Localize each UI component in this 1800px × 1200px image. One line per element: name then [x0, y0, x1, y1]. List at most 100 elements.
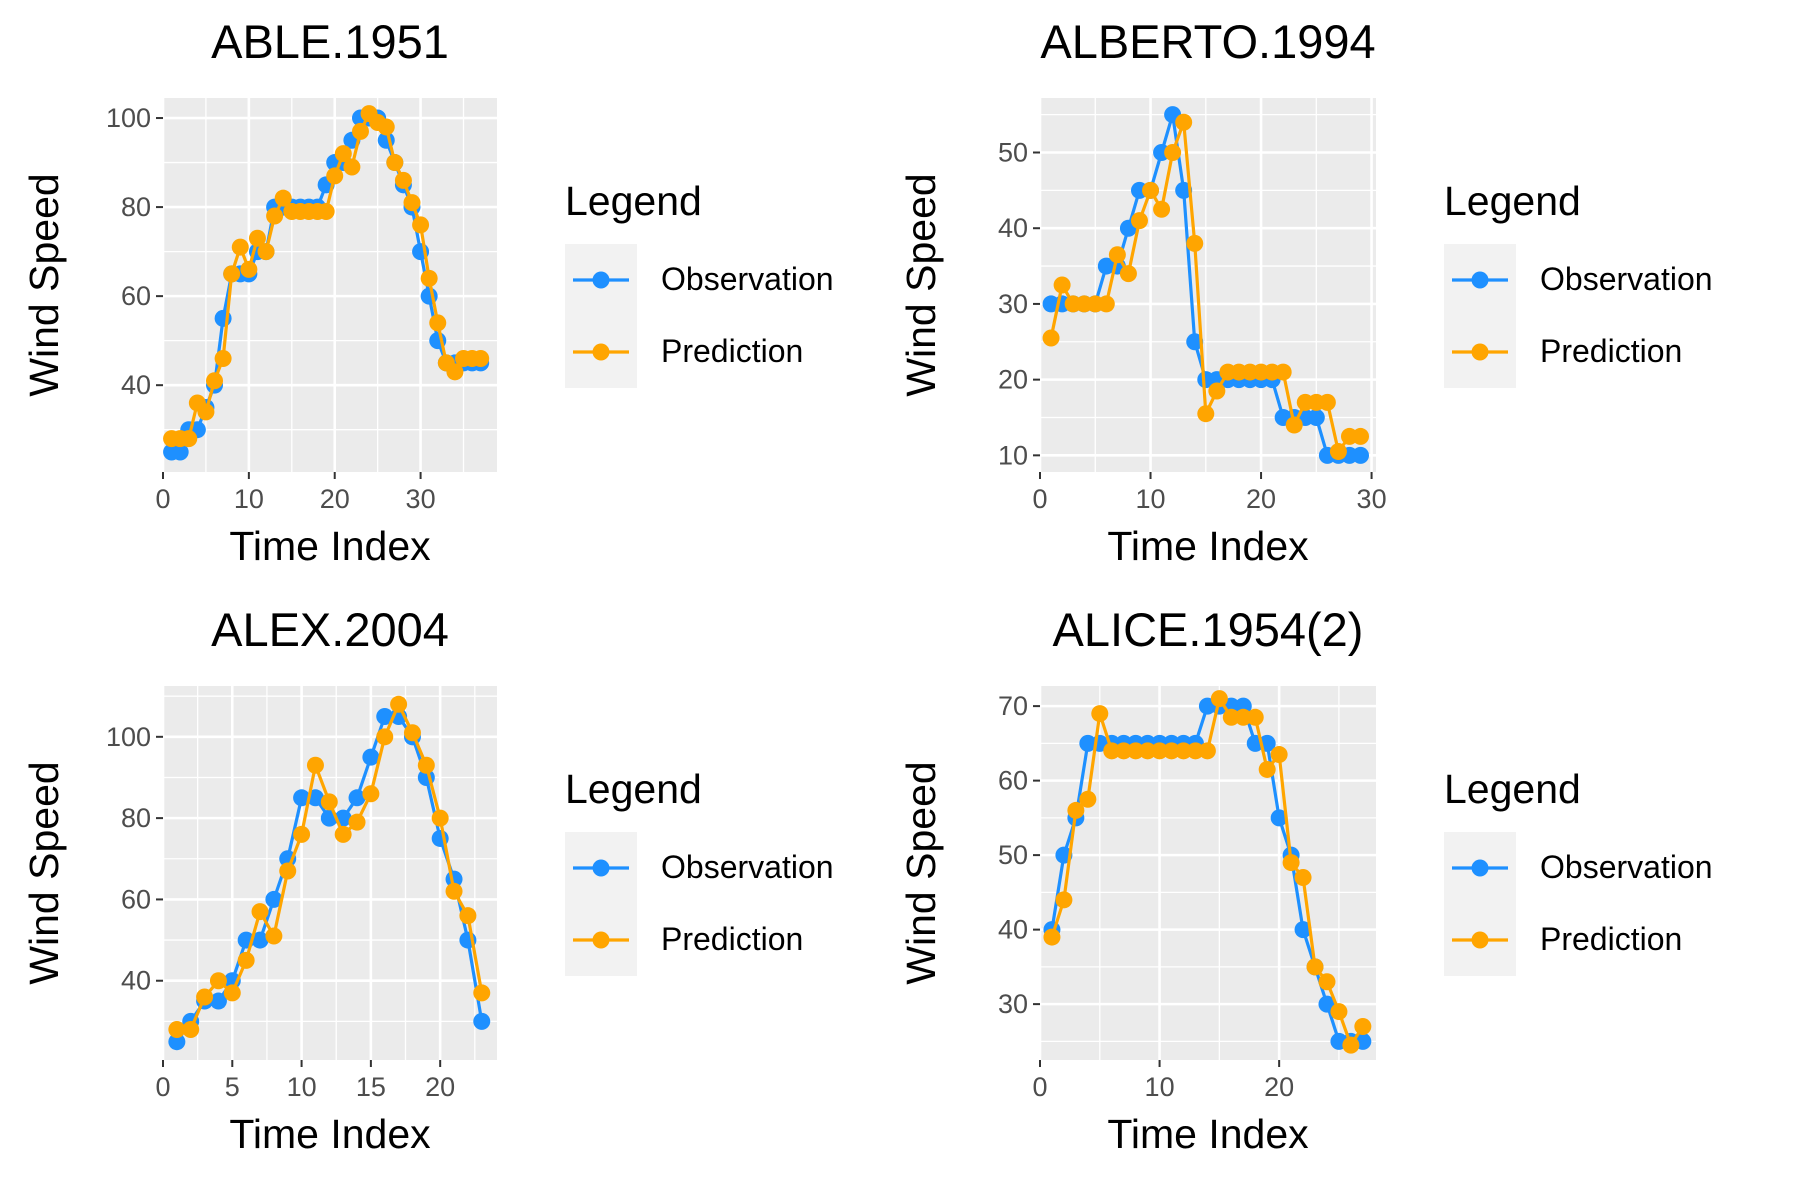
data-point-prediction [206, 372, 224, 390]
legend-title: Legend [1444, 178, 1581, 224]
data-point-prediction [1055, 891, 1073, 909]
data-point-prediction [1274, 363, 1292, 381]
x-tick-label: 10 [1136, 484, 1166, 514]
x-axis-label: Time Index [1107, 1111, 1309, 1157]
data-point-prediction [1306, 958, 1324, 976]
data-point-prediction [1103, 742, 1121, 760]
data-point-prediction [386, 154, 404, 172]
data-point-prediction [248, 229, 266, 247]
data-point-prediction [1097, 295, 1115, 313]
data-point-prediction [1067, 801, 1085, 819]
y-axis-label: Wind Speed [898, 173, 944, 396]
data-point-prediction [1222, 708, 1240, 726]
data-point-observation [1352, 446, 1370, 464]
y-tick-label: 80 [121, 192, 151, 222]
x-axis-label: Time Index [229, 1111, 431, 1157]
data-point-prediction [1329, 443, 1347, 461]
data-point-prediction [472, 349, 490, 367]
data-point-prediction [351, 122, 369, 140]
legend: Legend Observation Prediction [1444, 766, 1713, 976]
data-point-observation [168, 1033, 186, 1051]
chart-title: ABLE.1951 [211, 15, 449, 68]
data-point-prediction [1186, 742, 1204, 760]
legend-entry-label: Prediction [1540, 333, 1682, 369]
data-point-observation [376, 707, 394, 725]
data-point-prediction [1282, 854, 1300, 872]
data-point-prediction [214, 349, 232, 367]
y-axis-label: Wind Speed [898, 761, 944, 984]
y-tick-label: 100 [106, 103, 151, 133]
chart-title: ALBERTO.1994 [1040, 15, 1375, 68]
data-point-prediction [317, 203, 335, 221]
x-tick-label: 0 [1032, 1072, 1047, 1102]
y-tick-label: 60 [998, 766, 1028, 796]
legend-entry-label: Observation [1540, 849, 1713, 885]
x-tick-label: 20 [1264, 1072, 1294, 1102]
data-point-prediction [394, 171, 412, 189]
data-point-prediction [377, 118, 395, 136]
data-point-prediction [403, 194, 421, 212]
x-tick-label: 0 [155, 1072, 170, 1102]
data-point-prediction [237, 951, 255, 969]
x-tick-label: 5 [225, 1072, 240, 1102]
data-point-prediction [223, 265, 241, 283]
data-point-prediction [1210, 690, 1228, 708]
y-axis-label: Wind Speed [21, 173, 67, 396]
y-tick-label: 80 [121, 803, 151, 833]
y-tick-label: 10 [998, 440, 1028, 470]
data-point-prediction [231, 238, 249, 256]
legend-title: Legend [565, 178, 702, 224]
legend: Legend Observation Prediction [565, 178, 834, 388]
data-point-prediction [1091, 705, 1109, 723]
x-tick-label: 10 [287, 1072, 317, 1102]
data-point-observation [1294, 921, 1312, 939]
data-point-prediction [1130, 212, 1148, 230]
data-point-prediction [265, 927, 283, 945]
x-axis-label: Time Index [229, 523, 431, 569]
data-point-prediction [1115, 742, 1133, 760]
x-axis-label: Time Index [1107, 523, 1309, 569]
data-point-prediction [1042, 329, 1060, 347]
data-point-prediction [209, 972, 227, 990]
x-tick-label: 20 [320, 484, 350, 514]
data-point-prediction [196, 988, 214, 1006]
y-tick-label: 40 [121, 370, 151, 400]
y-tick-label: 70 [998, 691, 1028, 721]
y-tick-label: 40 [998, 915, 1028, 945]
legend-key-point [1471, 931, 1489, 949]
legend-entry-label: Prediction [1540, 921, 1682, 957]
legend-entry-label: Observation [661, 849, 834, 885]
data-point-prediction [417, 756, 435, 774]
legend-key-point [1471, 859, 1489, 877]
legend: Legend Observation Prediction [565, 766, 834, 976]
data-point-prediction [1270, 746, 1288, 764]
legend-title: Legend [1444, 766, 1581, 812]
legend-key-point [1471, 271, 1489, 289]
data-point-prediction [459, 907, 477, 925]
data-point-prediction [390, 695, 408, 713]
data-point-prediction [473, 984, 491, 1002]
data-point-observation [1270, 809, 1288, 827]
data-point-prediction [1119, 265, 1137, 283]
data-point-prediction [348, 813, 366, 831]
y-axis-label: Wind Speed [21, 761, 67, 984]
data-point-prediction [420, 269, 438, 287]
data-point-observation [209, 992, 227, 1010]
chart-panel-4: 0 10 20 30 40 50 60 70 ALICE.1954(2) Time Index Wi… [898, 603, 1713, 1157]
data-point-prediction [1294, 868, 1312, 886]
data-point-prediction [362, 785, 380, 803]
data-point-observation [251, 931, 269, 949]
data-point-prediction [412, 216, 430, 234]
data-point-observation [348, 789, 366, 807]
legend-title: Legend [565, 766, 702, 812]
data-point-prediction [1330, 1003, 1348, 1021]
data-point-prediction [223, 984, 241, 1002]
x-tick-label: 0 [1032, 484, 1047, 514]
data-point-prediction [251, 903, 269, 921]
legend-entry-label: Prediction [661, 333, 803, 369]
data-point-prediction [1352, 427, 1370, 445]
legend: Legend Observation Prediction [1444, 178, 1713, 388]
legend-key-point [592, 859, 610, 877]
data-point-prediction [1285, 416, 1303, 434]
